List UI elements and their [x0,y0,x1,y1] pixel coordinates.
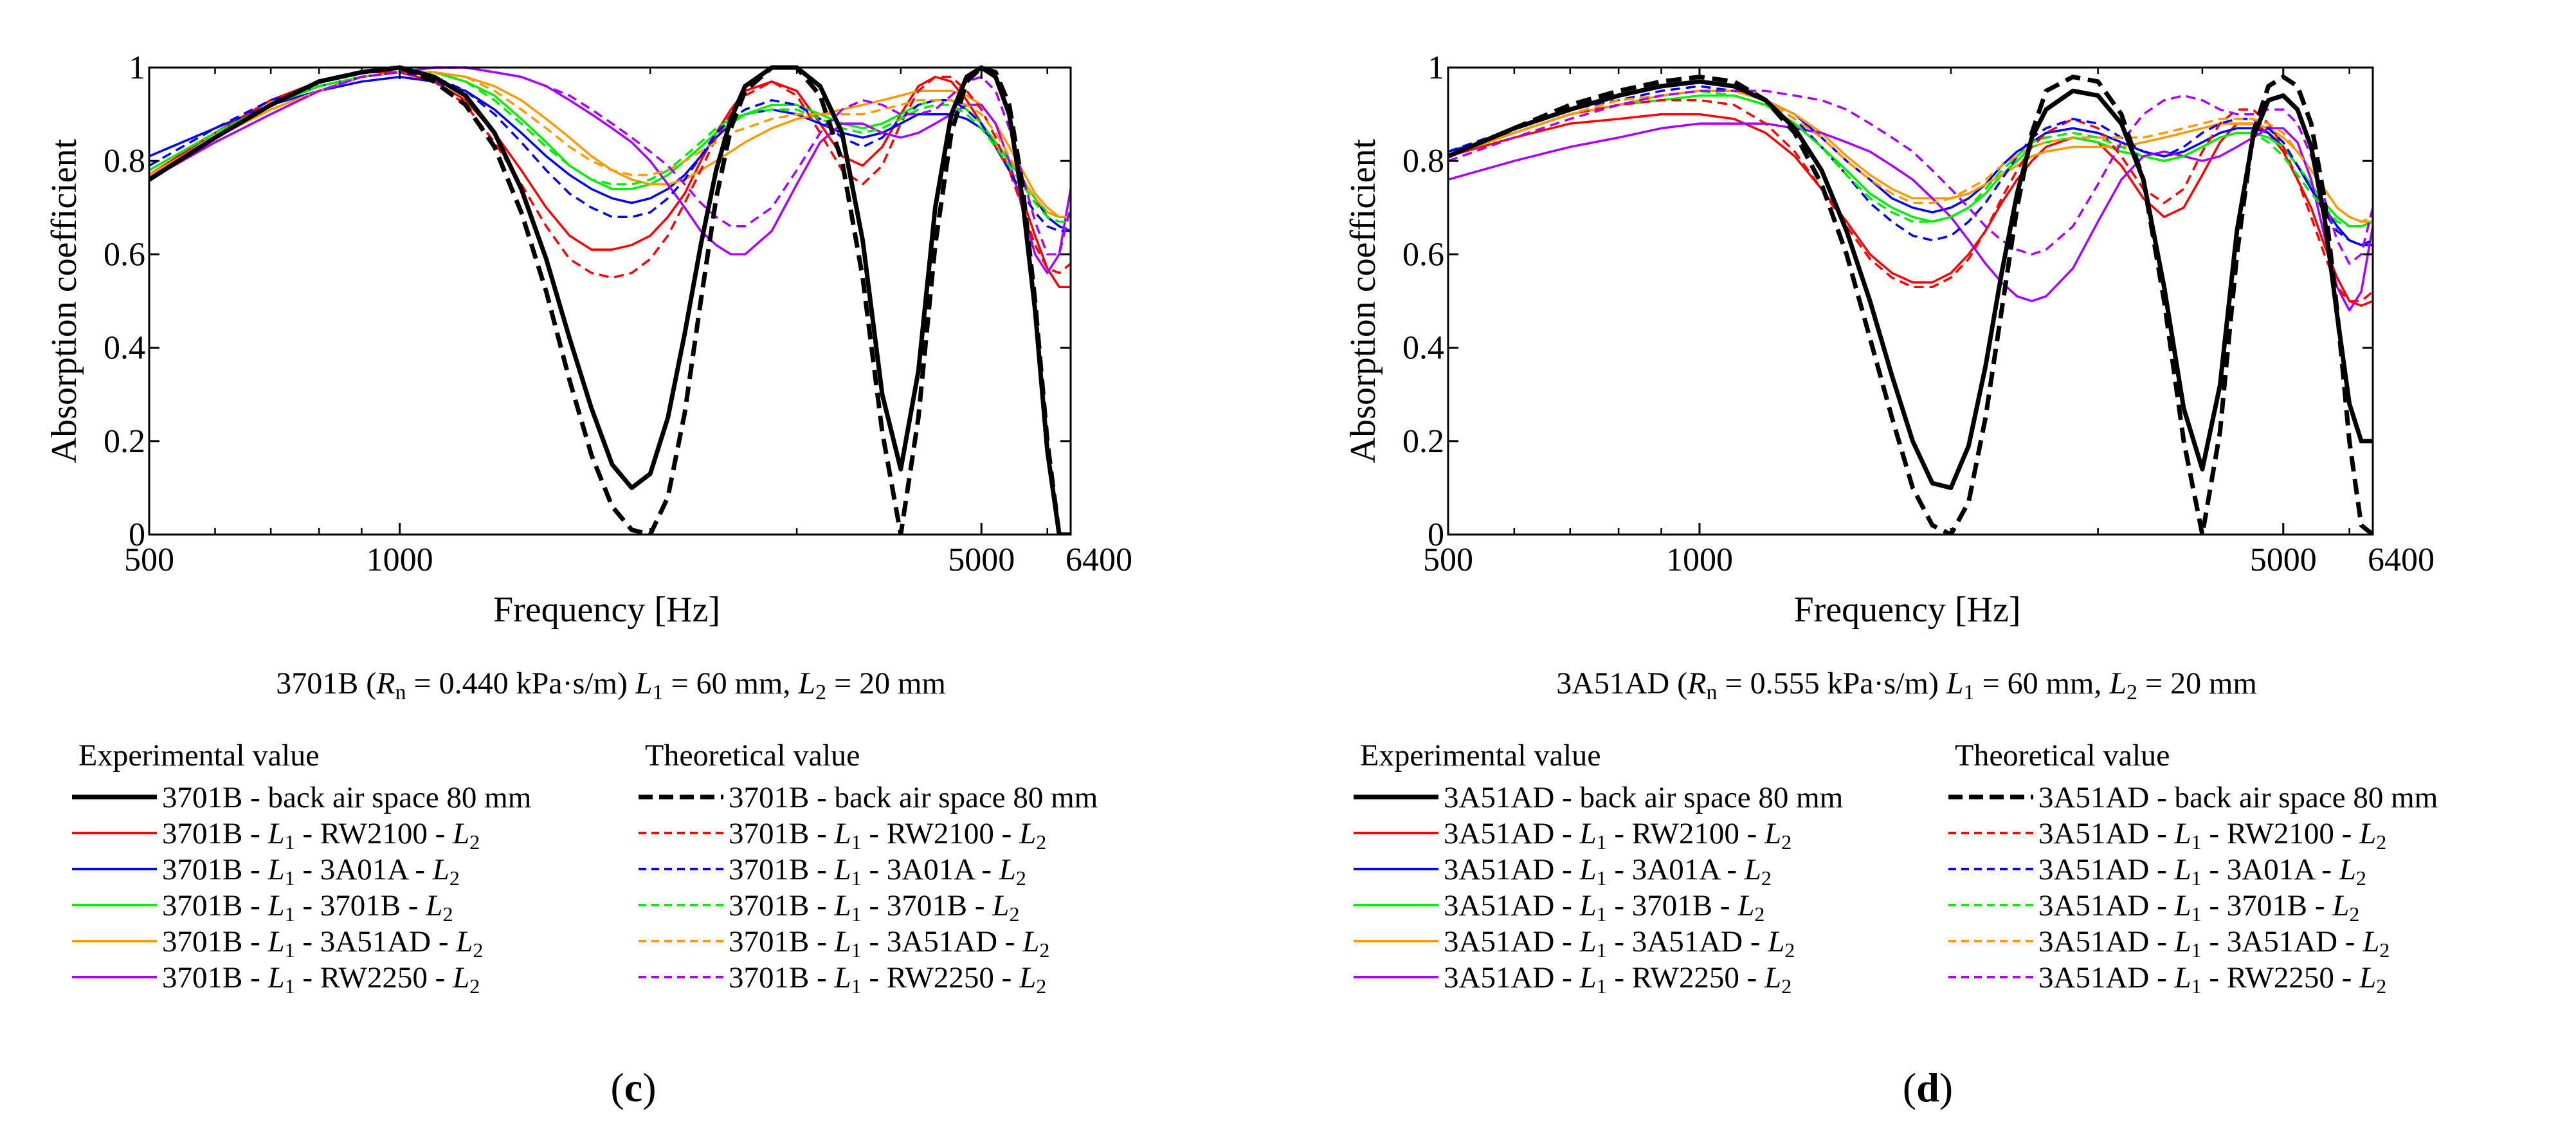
y-tick-label: 0.2 [104,423,145,460]
plot-frame [148,66,1072,536]
legend-header-theoretical: Theoretical value [645,738,860,773]
y-tick-label: 0.2 [1402,423,1444,460]
y-tick-label: 0.6 [104,236,145,273]
legend-label: 3701B - back air space 80 mm [729,781,1098,814]
y-axis-title: Absorption coefficient [44,138,84,463]
series-line-theoretical-7 [1448,99,2373,302]
legend-label: 3A51AD - L1 - 3701B - L2 [2038,889,2359,926]
series-line-theoretical-6 [1448,75,2373,535]
series-line-experimental-5 [1448,122,2373,312]
panel-caption: 3701B (Rn = 0.440 kPa·s/m) L1 = 60 mm, L… [276,666,946,704]
legend-label: 3701B - L1 - 3A51AD - L2 [162,925,483,962]
x-tick-label: 5000 [948,542,1015,578]
plot-lines [149,65,1071,535]
legend-label: 3701B - L1 - 3701B - L2 [729,889,1019,926]
y-axis-title: Absorption coefficient [1343,138,1383,463]
y-tick-label: 0.4 [104,330,145,367]
y-tick-label: 0.6 [1402,236,1444,273]
plot-lines [1448,75,2373,535]
panel-d: 0 0.2 0.4 0.6 0.8 1 500 1000 5000 6400 Absorption … [1343,50,2438,1110]
y-tick-label: 1 [129,50,145,86]
legend-label: 3A51AD - back air space 80 mm [2038,781,2438,814]
legend-label: 3A51AD - back air space 80 mm [1444,781,1843,814]
legend-label: 3701B - L1 - RW2100 - L2 [162,817,480,854]
legend-label: 3701B - L1 - RW2250 - L2 [162,961,480,998]
legend-header-experimental: Experimental value [78,738,320,773]
legend-label: 3A51AD - L1 - 3A51AD - L2 [2038,925,2390,962]
x-tick-label: 500 [124,542,174,578]
x-tick-label: 5000 [2250,542,2317,578]
legend-header-theoretical: Theoretical value [1955,738,2170,773]
y-tick-label: 0.8 [104,143,145,179]
legend-label: 3A51AD - L1 - 3701B - L2 [1444,889,1764,926]
x-tick-label: 1000 [1666,542,1733,578]
legend-header-experimental: Experimental value [1360,738,1601,773]
panel-label: (c) [610,1065,656,1110]
series-line-theoretical-10 [149,71,1071,219]
legend-label: 3701B - L1 - 3701B - L2 [162,889,453,926]
x-axis-title: Frequency [Hz] [1794,590,2021,630]
y-tick-label: 0 [1428,517,1444,553]
legend-label: 3A51AD - L1 - RW2250 - L2 [1444,961,1791,998]
legend-label: 3A51AD - L1 - RW2100 - L2 [1444,817,1791,854]
legend-label: 3701B - back air space 80 mm [162,781,531,814]
x-tick-label: 6400 [1066,542,1132,578]
legend-label: 3A51AD - L1 - 3A01A - L2 [2038,853,2366,890]
legend-label: 3A51AD - L1 - 3A01A - L2 [1444,853,1772,890]
panel-caption: 3A51AD (Rn = 0.555 kPa·s/m) L1 = 60 mm, … [1556,666,2257,704]
panel-label: (d) [1903,1065,1953,1110]
legend-label: 3A51AD - L1 - RW2100 - L2 [2038,817,2386,854]
legend-label: 3701B - L1 - 3A01A - L2 [729,853,1026,890]
y-tick-label: 1 [1428,50,1444,86]
x-tick-label: 6400 [2368,542,2435,578]
legend-label: 3701B - L1 - RW2100 - L2 [729,817,1046,854]
legend-label: 3701B - L1 - RW2250 - L2 [729,961,1046,998]
series-line-theoretical-6 [149,65,1071,535]
panel-c: 0 0.2 0.4 0.6 0.8 1 500 1000 5000 6400 Absorption … [44,50,1132,1110]
y-tick-label: 0.4 [1402,330,1444,367]
y-tick-label: 0 [129,517,145,553]
legend-label: 3701B - L1 - 3A51AD - L2 [729,925,1049,962]
series-line-theoretical-10 [1448,89,2373,223]
series-line-theoretical-11 [1448,89,2373,265]
x-tick-label: 1000 [367,542,433,578]
legend-label: 3701B - L1 - 3A01A - L2 [162,853,460,890]
series-line-theoretical-9 [149,71,1071,223]
plot-frame [1447,66,2374,536]
legend-label: 3A51AD - L1 - RW2250 - L2 [2038,961,2386,998]
y-tick-label: 0.8 [1402,143,1444,179]
x-axis-title: Frequency [Hz] [493,590,720,630]
series-line-experimental-0 [149,65,1071,535]
x-tick-label: 500 [1423,542,1473,578]
legend-label: 3A51AD - L1 - 3A51AD - L2 [1444,925,1795,962]
